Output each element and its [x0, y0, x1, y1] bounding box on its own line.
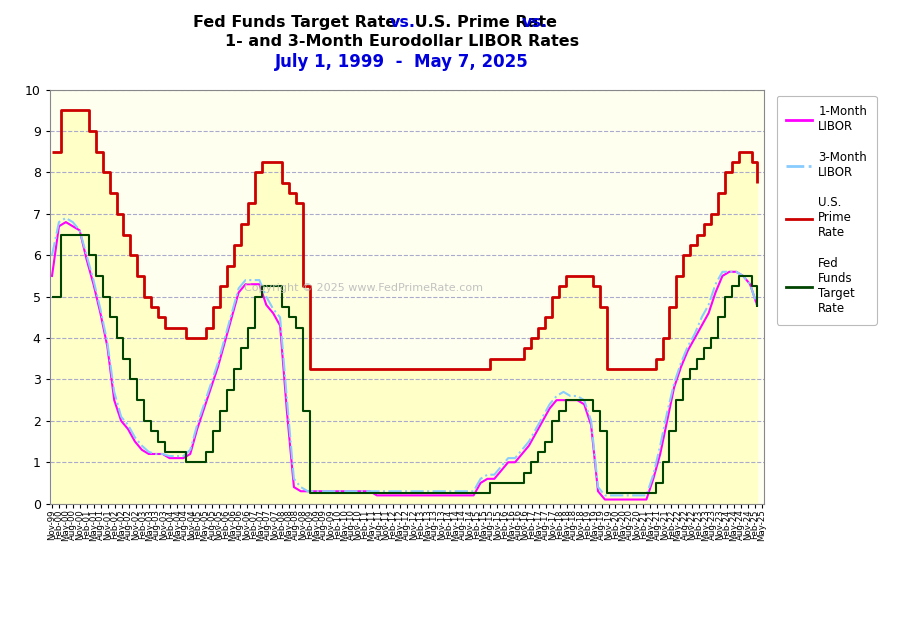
Legend: 1-Month
LIBOR, 3-Month
LIBOR, U.S.
Prime
Rate, Fed
Funds
Target
Rate: 1-Month LIBOR, 3-Month LIBOR, U.S. Prime… [776, 96, 876, 324]
Text: U.S. Prime Rate: U.S. Prime Rate [408, 15, 562, 30]
Text: Fed Funds Target Rate: Fed Funds Target Rate [193, 15, 402, 30]
Text: Copyright © 2025 www.FedPrimeRate.com: Copyright © 2025 www.FedPrimeRate.com [244, 284, 483, 294]
Text: July 1, 1999  -  May 7, 2025: July 1, 1999 - May 7, 2025 [275, 53, 528, 70]
Text: 1- and 3-Month Eurodollar LIBOR Rates: 1- and 3-Month Eurodollar LIBOR Rates [225, 34, 579, 49]
Text: vs.: vs. [521, 15, 547, 30]
Text: vs.: vs. [389, 15, 414, 30]
